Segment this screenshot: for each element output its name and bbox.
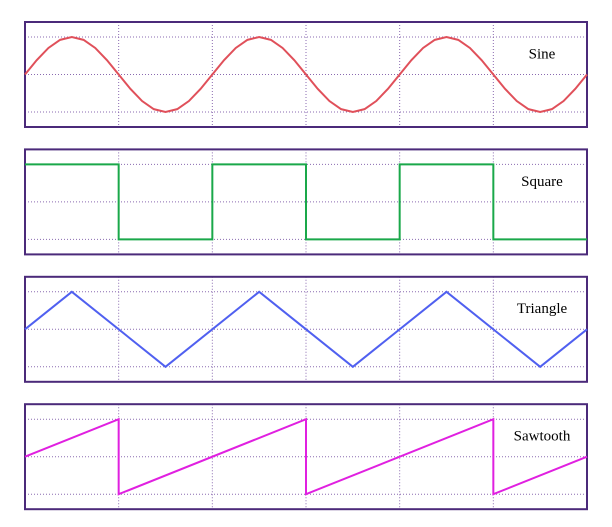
wave-line: [24, 417, 588, 496]
wave-line: [24, 290, 588, 369]
wave-label: Sine: [529, 46, 556, 62]
wave-label: Triangle: [517, 301, 568, 317]
panel-frame: [24, 148, 588, 256]
wave-label: Square: [521, 174, 563, 190]
wave-line: [25, 163, 587, 241]
wave-label: Sawtooth: [514, 429, 571, 445]
wave-line: [24, 35, 588, 114]
